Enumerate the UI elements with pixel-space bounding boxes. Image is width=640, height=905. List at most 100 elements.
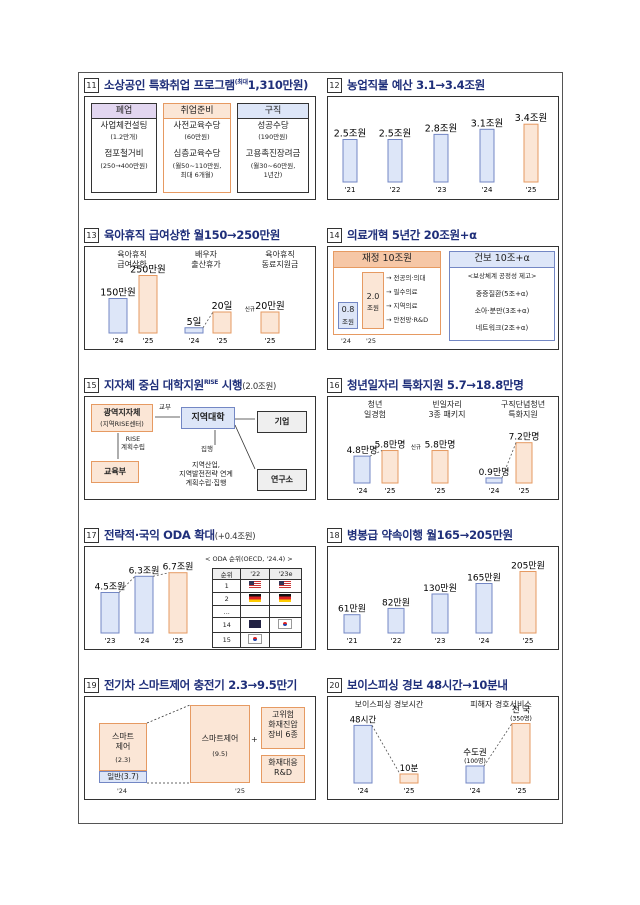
data-label: 6.3조원 <box>129 565 160 576</box>
title-text: 보이스피싱 경보 48시간→10분내 <box>347 678 508 692</box>
finance-box: 재정 10조원 0.8 조원 2.0 조원 → 전공의·의대 → 필수의료 → … <box>333 251 441 335</box>
tick-label: '22 <box>390 186 401 194</box>
tick-label: '25 <box>519 487 530 495</box>
table-row: 2 <box>211 592 303 606</box>
bar-chart: 2.5조원 '21 2.5조원 '22 2.8조원 '23 3.1조원 '24 3.4조원 '25 <box>334 113 548 194</box>
data-label: 5일 <box>187 317 202 328</box>
insurance-box: 건보 10조+α <보상체계 공정성 제고> 중증질환(5조+α) 소아·분만(… <box>449 251 555 341</box>
bar <box>485 477 503 484</box>
sub-label: (350명) <box>510 715 532 723</box>
data-label: 205만원 <box>511 561 545 572</box>
panel-15-diagram: 광역지자체 (지역RISE센터) 교부 지역대학 기업 RISE 계획수립 집행 … <box>84 396 316 500</box>
item-number: 15 <box>84 377 99 393</box>
group-title: 육아휴직 동료지원금 <box>261 250 299 269</box>
bar-chart: 4.5조원 '23 6.3조원 '24 6.7조원 '25 <box>95 562 194 645</box>
trend-line <box>152 572 170 577</box>
regional-univ-box: 지역대학 <box>181 407 235 429</box>
panel-15: 15 지자체 중심 대학지원RISE 시행(2.0조원) 광역지자체 (지역RI… <box>84 376 316 500</box>
bar <box>433 133 449 183</box>
bar-chart: 150만원 '24 250만원 '25 5일 '24 20일 '25 20만원 '25 신규 <box>100 265 285 346</box>
column-preparation: 취업준비 사전교육수당 (60만원) 심층교육수당 (월50~110만원, 최대… <box>163 103 231 193</box>
item-number: 11 <box>84 77 99 93</box>
tick-label: '25 <box>516 787 527 795</box>
tick-label: '23 <box>436 186 447 194</box>
panel-12: 12 농업직불 예산 3.1→3.4조원 2.5조원 '21 2.5조원 '22 2.8… <box>327 76 559 200</box>
tick-label: '25 <box>385 487 396 495</box>
group-title: 보이스피싱 경보시간 <box>354 700 424 709</box>
panel-20: 20 보이스피싱 경보 48시간→10분내 보이스피싱 경보시간 피해자 경호서… <box>327 676 559 800</box>
panel-17-chart: 4.5조원 '23 6.3조원 '24 6.7조원 '25 < ODA 순위(OECD, … <box>84 546 316 650</box>
data-label: 150만원 <box>100 288 136 299</box>
data-label: 10분 <box>400 764 419 774</box>
tick-label: '24 <box>482 186 493 194</box>
general-2024-bar: 일반(3.7) <box>99 771 147 783</box>
data-label: 5.8만명 <box>375 440 406 451</box>
item-number: 13 <box>84 227 99 243</box>
tick-label: '24 <box>139 637 150 645</box>
item-number: 14 <box>327 227 342 243</box>
bar <box>108 298 128 334</box>
bar <box>353 724 373 784</box>
data-label: 7.2만명 <box>509 432 540 443</box>
bar <box>168 572 188 634</box>
tick-label: '23 <box>105 637 116 645</box>
tick-label: '24 <box>479 637 490 645</box>
bar <box>515 442 533 484</box>
panel-11: 11 소상공인 특화취업 프로그램(최대1,310만원) 폐업 사업체컨설팅 (… <box>84 76 316 200</box>
panel-11-box: 폐업 사업체컨설팅 (1.2만개) 점포철거비 (250→400만원) 취업준비… <box>84 96 316 200</box>
group-title: 빈일자리 3종 패키지 <box>428 400 466 419</box>
new-tag: 신규 <box>245 305 255 313</box>
bar-2024 <box>338 302 358 329</box>
bar-2025 <box>362 272 384 329</box>
tick-label: '24 <box>470 787 481 795</box>
tick-label: '21 <box>345 186 356 194</box>
tick-label: '21 <box>347 637 358 645</box>
column-closure: 폐업 사업체컨설팅 (1.2만개) 점포철거비 (250→400만원) <box>91 103 157 193</box>
title-text: 의료개혁 5년간 20조원+α <box>347 228 477 242</box>
bar <box>387 139 403 183</box>
connector-lines <box>146 704 191 784</box>
data-label: 5.8만명 <box>425 440 456 451</box>
bar <box>184 327 204 334</box>
title-text: 청년일자리 특화지원 5.7→18.8만명 <box>347 378 524 392</box>
table-row: 1 <box>211 579 303 593</box>
title-text: 소상공인 특화취업 프로그램 <box>104 78 235 92</box>
new-tag: 신규 <box>411 443 421 451</box>
tick-label: '23 <box>435 637 446 645</box>
rnd-box: 화재대응 R&D <box>261 755 305 783</box>
item-number: 20 <box>327 677 342 693</box>
bar-chart: 48시간 '24 10분 '25 수도권 '24 전 국 '25 (100명) (350명) <box>350 705 532 796</box>
group-title: 피해자 경호서비스 <box>470 700 532 709</box>
panel-11-title: 11 소상공인 특화취업 프로그램(최대1,310만원) <box>84 76 308 94</box>
data-label: 2.8조원 <box>425 123 458 134</box>
oda-caption: < ODA 순위(OECD, '24.4) > <box>205 555 293 563</box>
bar <box>511 723 531 784</box>
bar <box>138 275 158 334</box>
bar <box>519 571 537 634</box>
panel-16: 16 청년일자리 특화지원 5.7→18.8만명 청년 일경험 빈일자리 3종 패키… <box>327 376 559 500</box>
data-label: 0.9만명 <box>479 467 510 478</box>
title-text: 전기차 스마트제어 충전기 2.3→9.5만기 <box>104 678 298 692</box>
tick-label: '25 <box>173 637 184 645</box>
oda-rank-table: 순위 '22'23e 1 2... 14 15 <box>211 568 303 648</box>
tick-label: '24 <box>489 487 500 495</box>
regional-gov-box: 광역지자체 (지역RISE센터) <box>91 404 153 432</box>
table-row: 14 <box>211 617 303 633</box>
tick-label: '24 <box>189 337 200 345</box>
diagram-arrows <box>117 416 256 470</box>
bar <box>381 450 399 484</box>
group-title: 구직단념청년 특화지원 <box>500 400 546 419</box>
item-number: 18 <box>327 527 342 543</box>
table-header: '23e <box>268 568 303 580</box>
bar <box>523 123 539 183</box>
data-label: 20일 <box>212 301 233 312</box>
column-job-search: 구직 성공수당 (190만원) 고용촉진장려금 (월30~60만원, 1년간) <box>237 103 309 193</box>
panel-19-box: 스마트 제어 (2.3) 일반(3.7) '24 스마트제어 (9.5) + 고위… <box>84 696 316 800</box>
oda-table: 순위 '22'23e 1 2... 14 15 <box>211 568 303 648</box>
title-text: 농업직불 예산 3.1→3.4조원 <box>347 78 485 92</box>
data-label: 3.4조원 <box>515 113 548 124</box>
bar <box>212 311 232 334</box>
tick-label: '24 <box>113 337 124 345</box>
data-label: 6.7조원 <box>163 562 194 573</box>
tick-label: '25 <box>143 337 154 345</box>
